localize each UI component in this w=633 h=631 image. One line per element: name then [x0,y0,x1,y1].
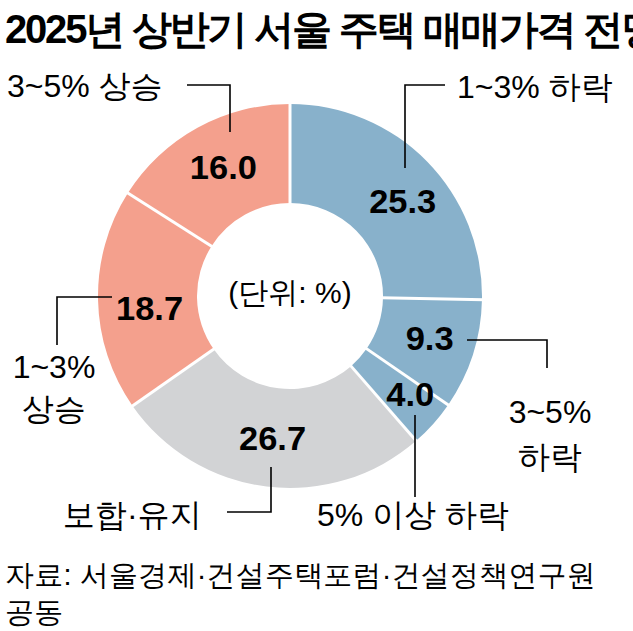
label-fall-1-3: 1~3% 하락 [457,67,613,108]
segment-separator [381,298,484,300]
segment-value: 9.3 [406,319,454,357]
label-fall-5-plus: 5% 이상 하락 [317,495,509,536]
infographic: 2025년 상반기 서울 주택 매매가격 전망 25.39.34.026.718… [0,0,633,631]
segment-value: 26.7 [239,419,306,457]
source-line-1: 자료: 서울경제·건설주택포럼·건설정책연구원 공동 [5,557,633,631]
label-flat: 보합·유지 [63,495,202,536]
label-rise-1-3: 1~3% 상승 [6,347,102,430]
label-rise-3-5: 3~5% 상승 [7,66,163,107]
leader-line [467,340,547,368]
source-note: 자료: 서울경제·건설주택포럼·건설정책연구원 공동 설문조사 [5,557,633,631]
unit-label: (단위: %) [190,273,390,314]
segment-value: 18.7 [116,289,183,327]
segment-value: 16.0 [190,148,257,186]
segment-value: 25.3 [369,182,436,220]
segment-value: 4.0 [386,375,434,413]
label-fall-3-5: 3~5% 하락 [492,390,608,481]
